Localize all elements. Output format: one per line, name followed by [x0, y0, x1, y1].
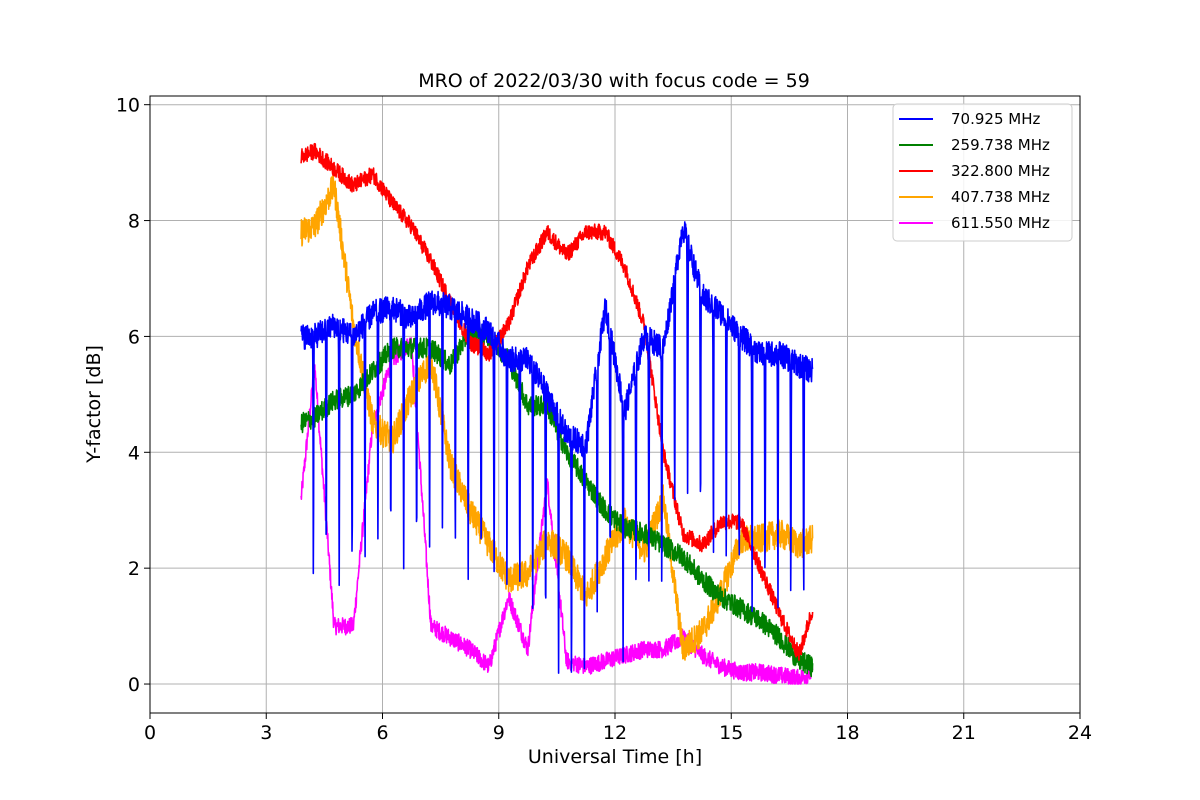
x-axis-label: Universal Time [h] [528, 746, 702, 768]
series-line [300, 221, 814, 674]
legend-label: 322.800 MHz [951, 162, 1050, 180]
legend-label: 611.550 MHz [951, 214, 1050, 232]
x-tick-label: 12 [603, 722, 627, 744]
x-axis: 0 3 6 9 12 15 18 21 24 [144, 713, 1092, 744]
legend-label: 70.925 MHz [951, 110, 1040, 128]
y-tick-label: 2 [128, 558, 140, 580]
x-tick-label: 3 [260, 722, 272, 744]
series-line [300, 142, 814, 661]
plot-area [300, 142, 814, 685]
legend-label: 407.738 MHz [951, 188, 1050, 206]
legend-box [892, 103, 1073, 242]
x-tick-label: 6 [376, 722, 388, 744]
y-tick-label: 10 [116, 95, 140, 117]
x-tick-label: 18 [835, 722, 859, 744]
legend-label: 259.738 MHz [951, 136, 1050, 154]
x-tick-label: 0 [144, 722, 156, 744]
y-tick-label: 8 [128, 211, 140, 233]
x-tick-label: 21 [952, 722, 976, 744]
series-line [300, 172, 814, 661]
y-axis: 0 2 4 6 8 10 [116, 95, 150, 696]
x-tick-label: 9 [493, 722, 505, 744]
y-tick-label: 0 [128, 674, 140, 696]
legend: 70.925 MHz 259.738 MHz 322.800 MHz 407.738 … [892, 103, 1073, 242]
y-tick-label: 6 [128, 326, 140, 348]
x-tick-label: 15 [719, 722, 743, 744]
x-tick-label: 24 [1068, 722, 1092, 744]
y-axis-label: Y-factor [dB] [83, 345, 105, 464]
y-tick-label: 4 [128, 442, 140, 464]
chart-title: MRO of 2022/03/30 with focus code = 59 [418, 70, 810, 92]
